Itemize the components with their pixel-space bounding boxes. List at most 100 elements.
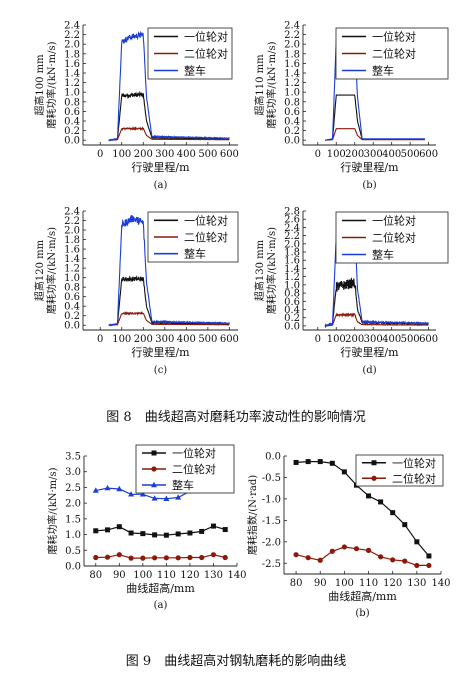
x-tick-label: 90 xyxy=(113,570,126,581)
chart-d8: 0.00.20.40.60.81.01.21.41.61.82.02.22.42… xyxy=(253,207,449,376)
y-tick-label: 1.6 xyxy=(64,59,80,70)
y-tick-label: 3.5 xyxy=(65,452,81,463)
data-point-square xyxy=(105,527,111,533)
y-tick-label: 1.4 xyxy=(284,69,300,80)
x-tick-label: 400 xyxy=(177,149,196,160)
legend-marker xyxy=(151,450,157,456)
data-point-circle xyxy=(210,552,217,558)
data-point-circle xyxy=(187,554,193,561)
y-tick-label: 2.0 xyxy=(284,239,300,250)
y-axis-sublabel: 超高120 mm xyxy=(33,239,46,301)
x-tick-label: 90 xyxy=(314,578,327,589)
series-line xyxy=(295,546,429,566)
x-tick-label: 110 xyxy=(157,570,176,581)
x-tick-label: 500 xyxy=(401,149,420,160)
y-tick-label: 0.5 xyxy=(65,546,81,557)
y-axis-sublabel: 超高100 mm xyxy=(33,54,46,116)
x-tick-label: 110 xyxy=(359,578,378,589)
y-tick-label: 1.0 xyxy=(64,88,80,99)
x-tick-label: 600 xyxy=(419,334,438,345)
y-tick-label: 1.2 xyxy=(64,264,80,275)
x-tick-label: 100 xyxy=(112,334,131,345)
legend-label: 一位轮对 xyxy=(184,30,228,44)
data-point-square xyxy=(152,532,158,538)
y-tick-label: 1.8 xyxy=(284,248,300,259)
series-line xyxy=(108,126,230,141)
y-axis-label: 磨耗功率/(kN·m/s) xyxy=(45,41,58,128)
data-point-triangle xyxy=(139,491,146,497)
data-point-square xyxy=(317,459,323,465)
data-point-circle xyxy=(163,555,169,561)
y-tick-label: 2.2 xyxy=(284,231,300,242)
x-axis-label: 行驶里程/m xyxy=(340,345,399,359)
y-tick-label: 2.0 xyxy=(284,40,300,51)
data-point-triangle xyxy=(116,485,123,492)
x-tick-label: 400 xyxy=(177,334,196,345)
data-point-triangle xyxy=(128,491,135,497)
legend-label: 二位轮对 xyxy=(172,462,216,476)
data-point-square xyxy=(414,539,420,545)
legend-label: 整车 xyxy=(372,248,394,262)
data-point-circle xyxy=(402,558,408,564)
data-point-triangle xyxy=(163,495,170,501)
x-tick-label: 80 xyxy=(89,570,102,581)
y-tick-label: 2.0 xyxy=(64,226,80,237)
data-point-circle xyxy=(305,555,311,561)
legend-marker xyxy=(151,481,157,488)
data-point-circle xyxy=(222,554,228,561)
data-point-square xyxy=(305,459,311,465)
y-tick-label: 0.6 xyxy=(64,292,80,303)
legend-box xyxy=(355,454,444,487)
y-tick-label: 1.8 xyxy=(64,235,80,246)
y-tick-label: 1.5 xyxy=(65,514,81,525)
y-tick-label: 0.0 xyxy=(64,136,80,147)
y-tick-label: -2.0 xyxy=(262,537,281,548)
y-tick-label: 0.0 xyxy=(284,136,300,147)
data-point-circle xyxy=(175,555,181,561)
x-axis-label: 行驶里程/m xyxy=(340,160,399,174)
data-point-circle xyxy=(140,555,146,561)
x-tick-label: 140 xyxy=(431,578,450,589)
series-line xyxy=(108,214,230,327)
data-point-square xyxy=(175,531,181,537)
y-tick-label: 1.8 xyxy=(284,49,300,60)
figure8-caption: 图 8 曲线超高对磨耗功率波动性的影响情况 xyxy=(106,409,365,425)
data-point-square xyxy=(199,528,205,534)
y-tick-label: 0.4 xyxy=(64,117,80,128)
y-tick-label: 1.2 xyxy=(284,272,300,283)
y-axis-sublabel: 超高130 mm xyxy=(253,239,266,301)
legend-label: 整车 xyxy=(184,64,206,78)
data-point-square xyxy=(187,530,193,536)
data-point-square xyxy=(93,528,99,534)
x-tick-label: 0 xyxy=(97,334,103,345)
data-point-square xyxy=(163,532,169,538)
y-tick-label: 0.8 xyxy=(284,97,300,108)
x-tick-label: 300 xyxy=(364,334,383,345)
x-tick-label: 0 xyxy=(315,334,321,345)
data-point-square xyxy=(293,459,299,465)
legend-label: 一位轮对 xyxy=(372,30,416,44)
data-point-circle xyxy=(414,562,420,569)
data-point-triangle xyxy=(151,495,158,501)
panel-label: (b) xyxy=(362,180,376,191)
legend-label: 二位轮对 xyxy=(392,471,436,485)
y-axis-sublabel: 超高110 mm xyxy=(253,54,266,116)
y-tick-label: 0.8 xyxy=(64,97,80,108)
y-tick-label: 2.6 xyxy=(284,215,300,226)
series-line xyxy=(95,554,226,559)
y-tick-label: 1.0 xyxy=(284,280,300,291)
y-tick-label: 2.4 xyxy=(284,223,300,234)
x-tick-label: 100 xyxy=(335,578,354,589)
data-point-square xyxy=(116,524,122,530)
y-tick-label: 0.2 xyxy=(64,311,80,322)
data-point-square xyxy=(128,530,134,536)
data-point-square xyxy=(329,460,335,466)
y-tick-label: 0.0 xyxy=(65,562,81,573)
x-axis-label: 行驶里程/m xyxy=(131,160,190,174)
y-tick-label: 2.2 xyxy=(284,30,300,41)
panel-label: (b) xyxy=(355,608,369,619)
legend-label: 一位轮对 xyxy=(392,456,436,470)
x-tick-label: 400 xyxy=(382,334,401,345)
series-line xyxy=(108,311,230,326)
